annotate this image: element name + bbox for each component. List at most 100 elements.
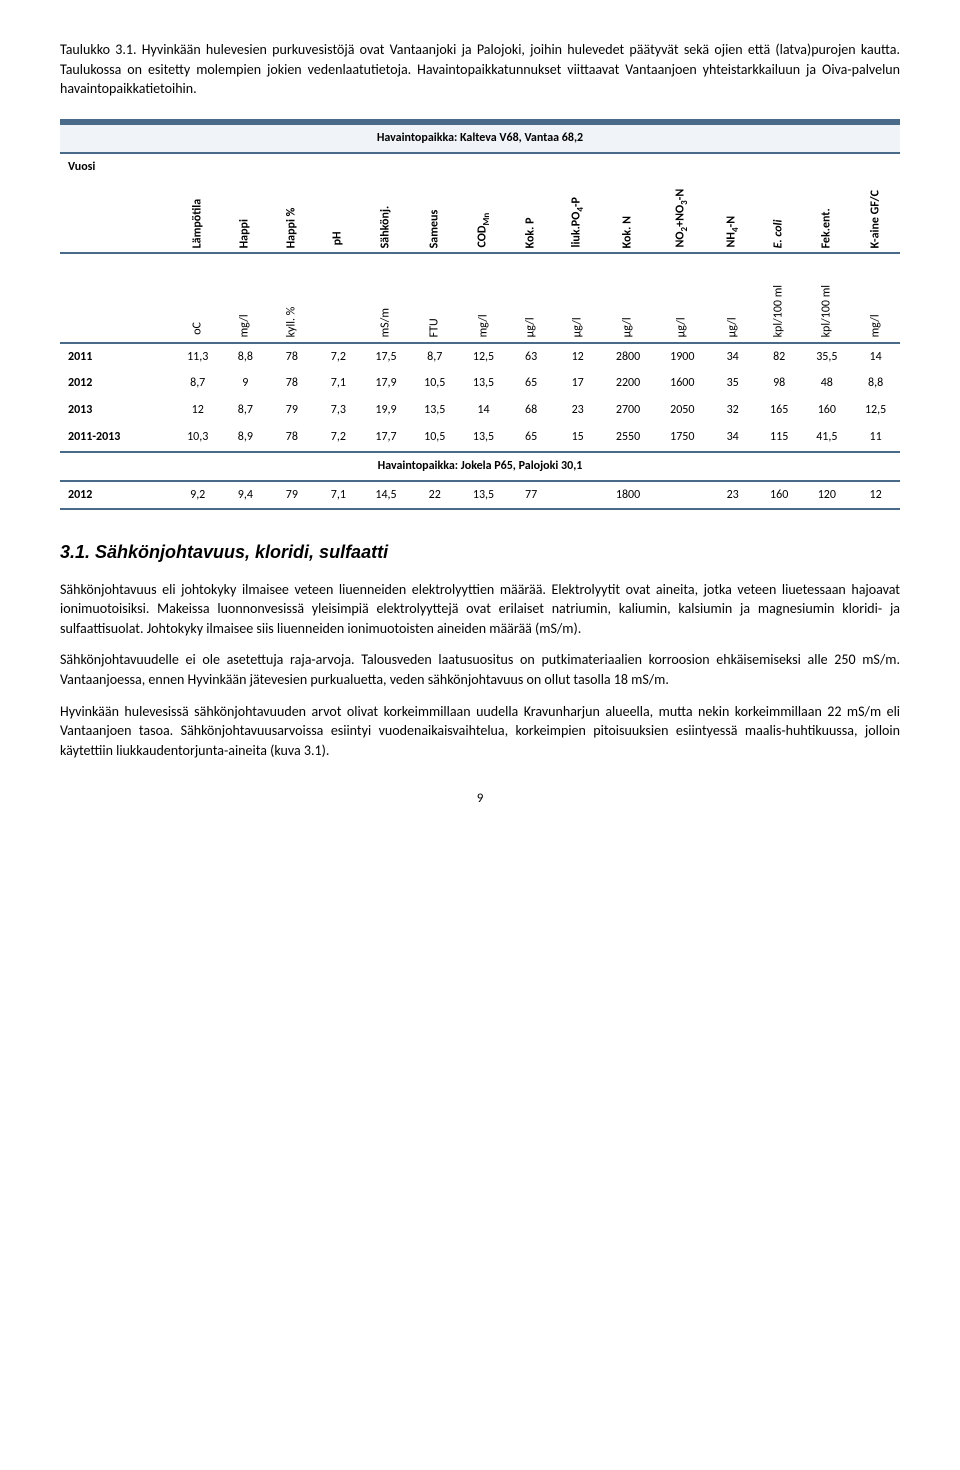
table-caption-2: Havaintopaikka: Jokela P65, Palojoki 30,… (60, 452, 900, 481)
col-header: Kok. P (508, 153, 555, 253)
data-cell: 68 (508, 397, 555, 424)
data-cell: 120 (802, 481, 851, 510)
col-unit: kyll. % (269, 253, 316, 343)
col-header: Sähkönj. (362, 153, 411, 253)
data-cell: 8,7 (222, 397, 269, 424)
data-cell: 8,8 (222, 343, 269, 371)
data-cell: 1800 (601, 481, 655, 510)
data-cell: 17,7 (362, 424, 411, 452)
data-cell: 14,5 (362, 481, 411, 510)
data-cell: 2200 (601, 370, 655, 397)
data-cell: 8,7 (173, 370, 222, 397)
col-unit: mg/l (459, 253, 508, 343)
col-header: E. coli (756, 153, 803, 253)
data-cell: 7,2 (315, 424, 362, 452)
table-row: 2013128,7797,319,913,5146823270020503216… (60, 397, 900, 424)
data-cell: 14 (851, 343, 900, 371)
col-unit: mg/l (851, 253, 900, 343)
data-cell: 22 (410, 481, 459, 510)
data-cell: 77 (508, 481, 555, 510)
data-cell: 7,1 (315, 370, 362, 397)
col-unit: µg/l (601, 253, 655, 343)
table-row: 20128,79787,117,910,513,5651722001600359… (60, 370, 900, 397)
data-cell: 1600 (655, 370, 709, 397)
data-cell: 8,7 (410, 343, 459, 371)
col-header: NO2+NO3-N (655, 153, 709, 253)
section-p3: Hyvinkään hulevesissä sähkönjohtavuuden … (60, 702, 900, 761)
data-cell: 98 (756, 370, 803, 397)
data-cell: 12,5 (459, 343, 508, 371)
table-row: 20129,29,4797,114,52213,5771800231601201… (60, 481, 900, 510)
col-header: NH4-N (709, 153, 756, 253)
data-cell: 15 (554, 424, 601, 452)
data-cell: 10,3 (173, 424, 222, 452)
data-cell (655, 481, 709, 510)
data-cell: 78 (269, 424, 316, 452)
year-cell: 2011-2013 (60, 424, 173, 452)
table-caption-1: Havaintopaikka: Kalteva V68, Vantaa 68,2 (60, 125, 900, 153)
year-cell: 2012 (60, 370, 173, 397)
data-cell: 160 (802, 397, 851, 424)
data-cell: 17,5 (362, 343, 411, 371)
data-cell: 165 (756, 397, 803, 424)
data-cell: 8,8 (851, 370, 900, 397)
data-cell: 12 (851, 481, 900, 510)
data-cell: 11 (851, 424, 900, 452)
data-cell: 7,2 (315, 343, 362, 371)
data-cell: 32 (709, 397, 756, 424)
data-cell: 41,5 (802, 424, 851, 452)
col-header: Lämpötila (173, 153, 222, 253)
data-cell: 7,1 (315, 481, 362, 510)
col-unit: µg/l (709, 253, 756, 343)
data-cell: 9 (222, 370, 269, 397)
page-number: 9 (60, 790, 900, 808)
col-unit: µg/l (554, 253, 601, 343)
col-unit (315, 253, 362, 343)
col-vuosi: Vuosi (60, 153, 173, 253)
unit-empty (60, 253, 173, 343)
data-cell: 34 (709, 424, 756, 452)
col-header: pH (315, 153, 362, 253)
data-cell: 160 (756, 481, 803, 510)
data-cell: 13,5 (459, 370, 508, 397)
data-cell: 11,3 (173, 343, 222, 371)
data-cell: 35,5 (802, 343, 851, 371)
intro-paragraph: Taulukko 3.1. Hyvinkään hulevesien purku… (60, 40, 900, 99)
data-cell (554, 481, 601, 510)
col-unit: oC (173, 253, 222, 343)
data-cell: 12 (554, 343, 601, 371)
water-quality-table: Havaintopaikka: Kalteva V68, Vantaa 68,2… (60, 125, 900, 511)
data-cell: 63 (508, 343, 555, 371)
section-p2: Sähkönjohtavuudelle ei ole asetettuja ra… (60, 650, 900, 689)
data-cell: 14 (459, 397, 508, 424)
table-row: 2011-201310,38,9787,217,710,513,56515255… (60, 424, 900, 452)
col-unit: µg/l (655, 253, 709, 343)
data-cell: 78 (269, 370, 316, 397)
col-unit: µg/l (508, 253, 555, 343)
data-cell: 65 (508, 370, 555, 397)
data-cell: 19,9 (362, 397, 411, 424)
data-cell: 13,5 (459, 481, 508, 510)
data-cell: 82 (756, 343, 803, 371)
data-cell: 2050 (655, 397, 709, 424)
data-cell: 9,2 (173, 481, 222, 510)
data-cell: 48 (802, 370, 851, 397)
data-cell: 23 (709, 481, 756, 510)
col-header: liuk.PO4-P (554, 153, 601, 253)
col-header: Happi (222, 153, 269, 253)
col-header: Sameus (410, 153, 459, 253)
col-header: Fek.ent. (802, 153, 851, 253)
data-table-container: Havaintopaikka: Kalteva V68, Vantaa 68,2… (60, 119, 900, 511)
data-cell: 79 (269, 397, 316, 424)
col-unit: FTU (410, 253, 459, 343)
data-cell: 23 (554, 397, 601, 424)
year-cell: 2011 (60, 343, 173, 371)
year-cell: 2012 (60, 481, 173, 510)
section-heading: 3.1. Sähkönjohtavuus, kloridi, sulfaatti (60, 540, 900, 565)
data-cell: 115 (756, 424, 803, 452)
data-cell: 1900 (655, 343, 709, 371)
data-cell: 12 (173, 397, 222, 424)
data-cell: 7,3 (315, 397, 362, 424)
col-header: Happi % (269, 153, 316, 253)
col-unit: kpl/100 ml (756, 253, 803, 343)
